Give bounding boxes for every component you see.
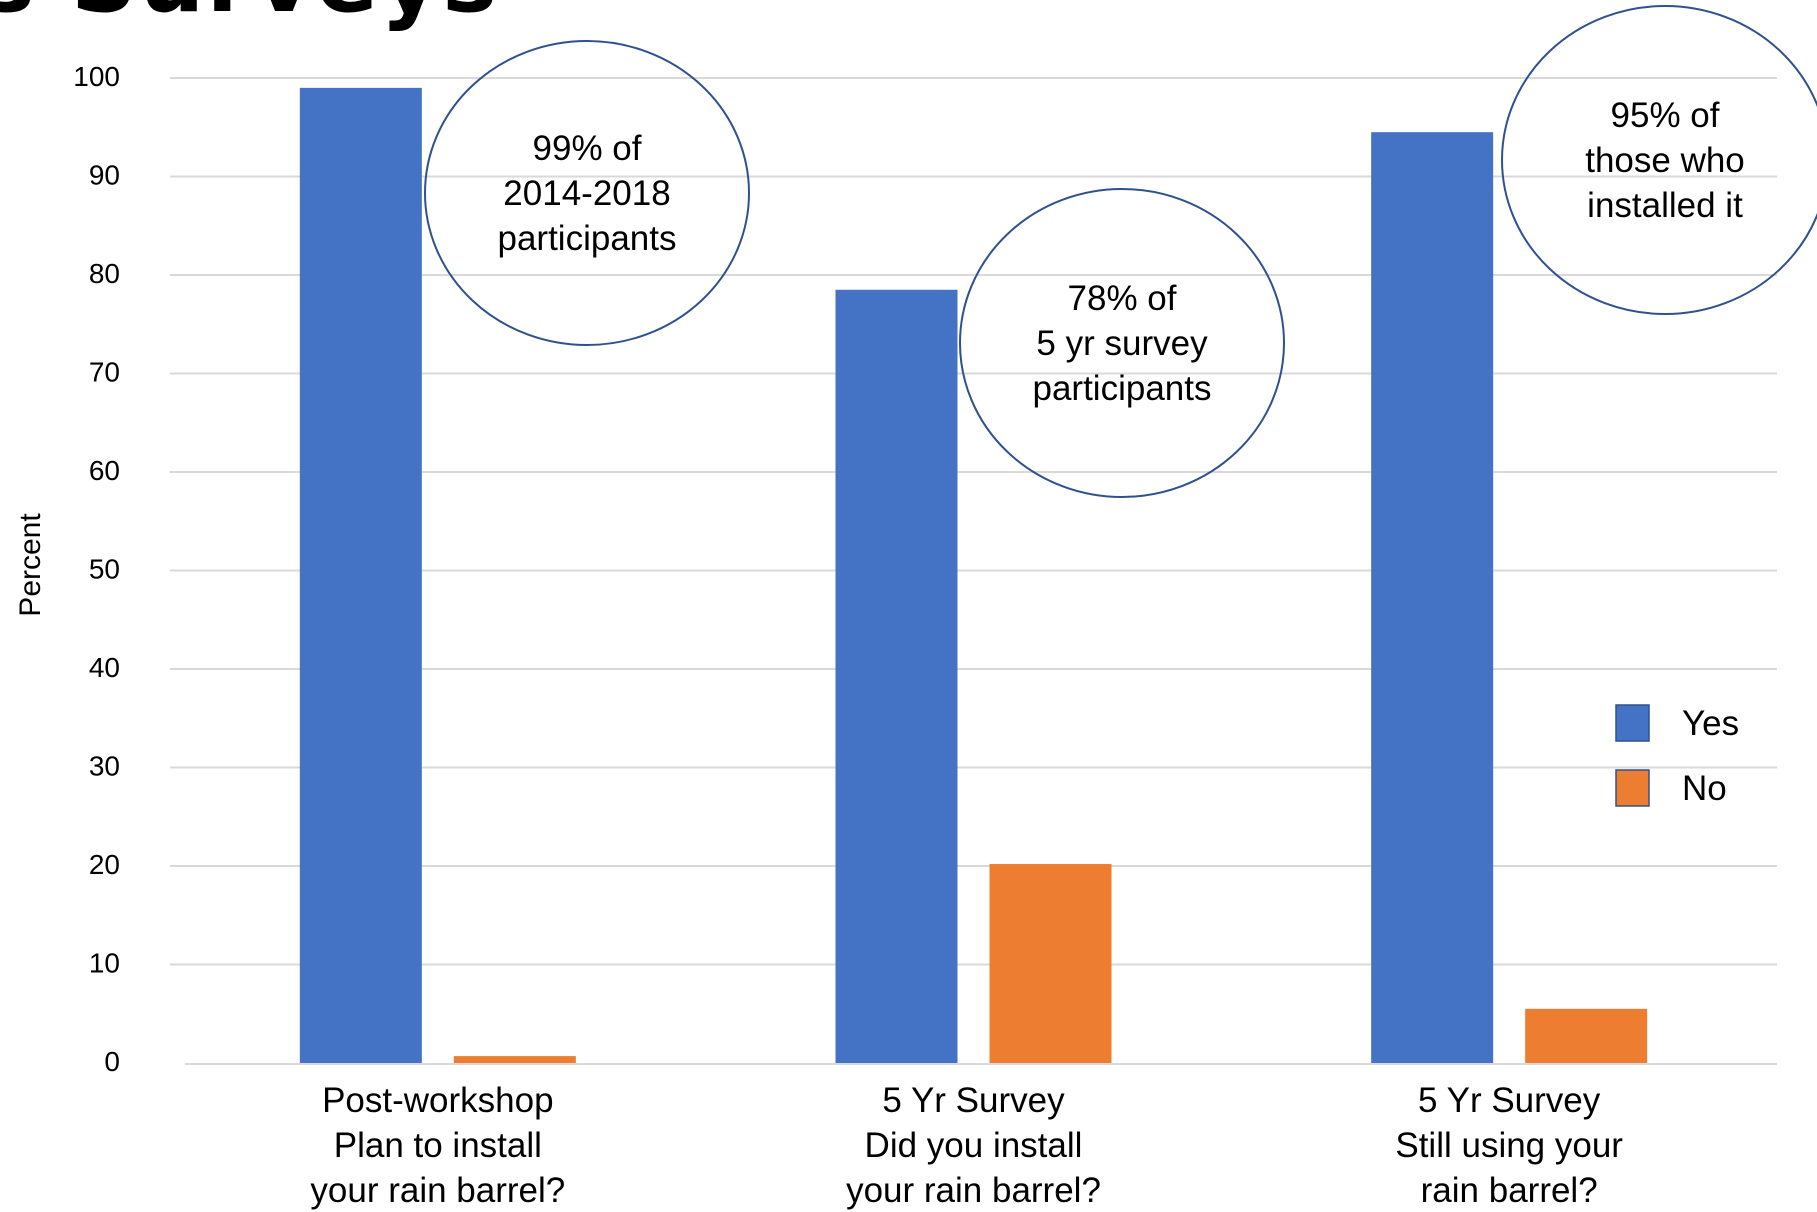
callout-text: 99% of 2014-2018 participants <box>498 129 677 258</box>
legend: Yes No <box>1615 704 1739 808</box>
bar-no-3 <box>1525 1008 1648 1063</box>
bars <box>299 87 1648 1064</box>
legend-label-no: No <box>1682 769 1727 808</box>
slide-title-fragment: s Surveys <box>0 0 499 33</box>
x-category-label-line: 5 Yr Survey <box>882 1081 1065 1120</box>
y-tick-label: 50 <box>89 554 120 585</box>
x-category-label: 5 Yr Survey Did you install your rain barr… <box>846 1081 1101 1210</box>
x-category-label-line: Plan to install <box>334 1126 542 1165</box>
x-category-label: 5 Yr Survey Still using your rain barrel? <box>1395 1081 1623 1210</box>
y-tick-label: 90 <box>89 160 120 191</box>
callout-text-line: participants <box>1033 369 1212 408</box>
callout-text: 78% of 5 yr survey participants <box>1033 279 1212 408</box>
x-category-label: Post-workshop Plan to install your rain ba… <box>310 1081 565 1210</box>
y-tick-label: 0 <box>104 1046 120 1077</box>
x-category-label-line: Did you install <box>865 1126 1083 1165</box>
callout-text-line: 99% of <box>533 129 642 168</box>
callout: 78% of 5 yr survey participants <box>959 188 1285 498</box>
y-tick-label: 10 <box>89 948 120 979</box>
callouts: 99% of 2014-2018 participants 78% of 5 yr su… <box>424 5 1817 498</box>
x-category-label-line: 5 Yr Survey <box>1418 1081 1601 1120</box>
y-tick-label: 30 <box>89 751 120 782</box>
y-tick-label: 80 <box>89 258 120 289</box>
y-tick-label: 40 <box>89 652 120 683</box>
callout-ellipse <box>959 188 1285 498</box>
bar-yes-1 <box>299 87 422 1064</box>
callout-text-line: 2014-2018 <box>503 174 670 213</box>
y-axis-label: Percent <box>14 513 47 617</box>
y-tick-label: 20 <box>89 849 120 880</box>
callout: 99% of 2014-2018 participants <box>424 40 750 346</box>
callout-ellipse <box>1501 5 1817 315</box>
callout-ellipse <box>424 40 750 346</box>
callout-text-line: 5 yr survey <box>1036 324 1208 363</box>
y-tick-label: 70 <box>89 357 120 388</box>
x-category-label-line: your rain barrel? <box>846 1171 1101 1210</box>
callout-text: 95% of those who installed it <box>1585 96 1745 225</box>
bar-no-1 <box>453 1056 576 1063</box>
legend-swatch-no <box>1615 769 1650 807</box>
callout-text-line: installed it <box>1587 186 1743 225</box>
bar-no-2 <box>989 864 1112 1063</box>
callout-text-line: those who <box>1585 141 1745 180</box>
legend-swatch-yes <box>1615 704 1650 742</box>
x-category-labels: Post-workshop Plan to install your rain ba… <box>310 1081 1623 1210</box>
legend-label-yes: Yes <box>1682 704 1739 743</box>
y-tick-label: 60 <box>89 455 120 486</box>
y-tick-labels: 0 10 20 30 40 50 60 70 80 90 100 <box>73 61 120 1077</box>
x-category-label-line: Post-workshop <box>322 1081 553 1120</box>
callout-text-line: participants <box>498 219 677 258</box>
bar-yes-2 <box>835 289 958 1063</box>
gridlines <box>170 77 1777 966</box>
x-category-label-line: rain barrel? <box>1421 1171 1598 1210</box>
callout-text-line: 95% of <box>1611 96 1720 135</box>
bar-yes-3 <box>1371 132 1494 1064</box>
y-tick-label: 100 <box>73 61 120 92</box>
callout-text-line: 78% of <box>1068 279 1177 318</box>
x-category-label-line: your rain barrel? <box>310 1171 565 1210</box>
x-category-label-line: Still using your <box>1395 1126 1623 1165</box>
callout: 95% of those who installed it <box>1501 5 1817 315</box>
